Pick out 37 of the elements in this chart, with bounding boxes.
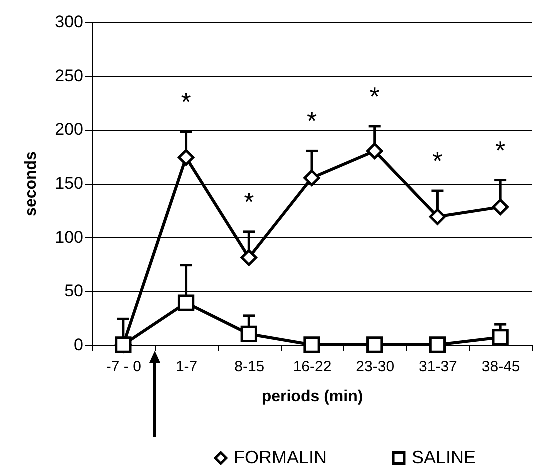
point: [492, 198, 509, 216]
y-tick-label: 250: [55, 66, 84, 86]
y-tick-label: 300: [55, 12, 84, 32]
annotation: *: [370, 81, 380, 112]
point: [240, 326, 258, 343]
x-tick-label: 23-30: [356, 358, 395, 376]
point: [178, 149, 195, 166]
annotation: *: [432, 146, 443, 176]
point: [304, 336, 320, 354]
x-tick-label: 38-45: [482, 358, 520, 376]
point: [366, 336, 384, 354]
x-tick-label: 1-7: [176, 358, 198, 376]
x-tick-label: 31-37: [419, 358, 458, 376]
point: [178, 294, 195, 312]
y-axis-title: seconds: [23, 151, 40, 216]
x-tick-label: 8-15: [234, 358, 265, 376]
point: [429, 208, 446, 226]
x-tick-label: -7 - 0: [106, 358, 142, 376]
annotation: *: [306, 106, 318, 136]
point: [240, 249, 258, 266]
annotation: *: [244, 186, 254, 217]
point: [429, 336, 446, 354]
point: [115, 336, 132, 354]
point: [304, 170, 320, 186]
x-tick-label: 16-22: [293, 358, 332, 376]
y-tick-label: 100: [55, 228, 84, 247]
point: [492, 329, 509, 346]
x-axis-title: periods (min): [262, 388, 364, 406]
y-tick-label: 200: [55, 120, 84, 140]
y-tick-label: 150: [55, 174, 84, 193]
annotation: *: [181, 86, 192, 117]
y-tick-label: 50: [64, 282, 84, 301]
legend-label: FORMALIN: [234, 447, 328, 468]
point: [366, 142, 384, 160]
y-tick-label: 0: [74, 336, 84, 354]
legend-label: SALINE: [412, 447, 476, 468]
annotation: *: [496, 135, 506, 166]
